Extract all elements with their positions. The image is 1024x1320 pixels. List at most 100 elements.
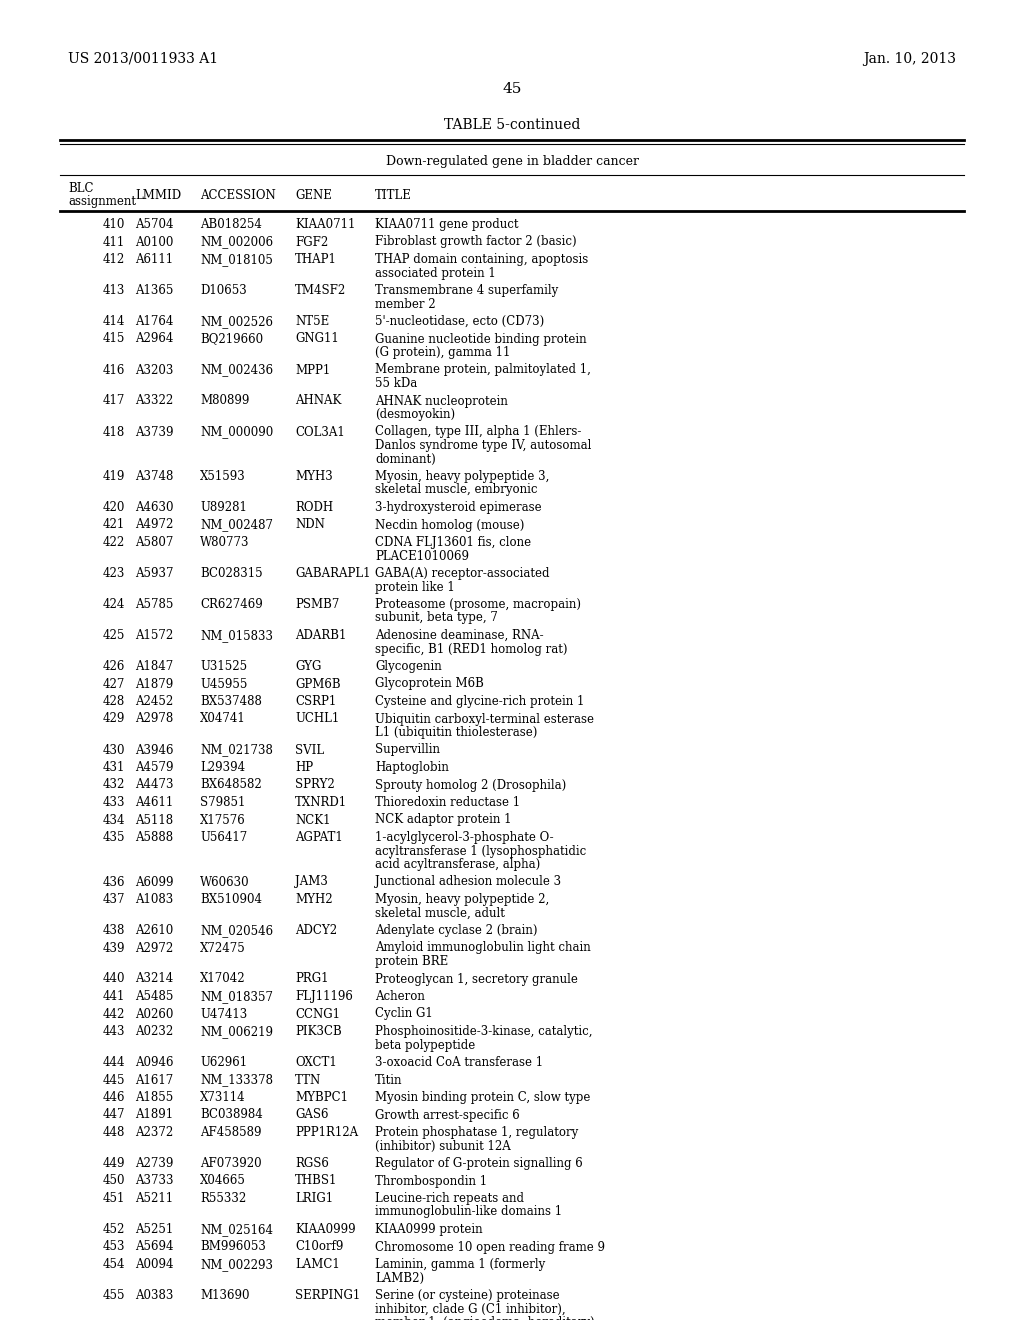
Text: US 2013/0011933 A1: US 2013/0011933 A1 xyxy=(68,51,218,66)
Text: Danlos syndrome type IV, autosomal: Danlos syndrome type IV, autosomal xyxy=(375,440,592,451)
Text: 443: 443 xyxy=(102,1026,125,1038)
Text: NM_002006: NM_002006 xyxy=(200,235,273,248)
Text: 424: 424 xyxy=(102,598,125,611)
Text: GYG: GYG xyxy=(295,660,322,673)
Text: U47413: U47413 xyxy=(200,1007,247,1020)
Text: 414: 414 xyxy=(102,315,125,327)
Text: Proteoglycan 1, secretory granule: Proteoglycan 1, secretory granule xyxy=(375,973,578,986)
Text: Adenosine deaminase, RNA-: Adenosine deaminase, RNA- xyxy=(375,630,544,642)
Text: 415: 415 xyxy=(102,333,125,346)
Text: Thrombospondin 1: Thrombospondin 1 xyxy=(375,1175,487,1188)
Text: PIK3CB: PIK3CB xyxy=(295,1026,342,1038)
Text: A5704: A5704 xyxy=(135,218,173,231)
Text: A1764: A1764 xyxy=(135,315,173,327)
Text: MYH3: MYH3 xyxy=(295,470,333,483)
Text: 444: 444 xyxy=(102,1056,125,1069)
Text: A5251: A5251 xyxy=(135,1224,173,1236)
Text: M13690: M13690 xyxy=(200,1290,250,1302)
Text: Adenylate cyclase 2 (brain): Adenylate cyclase 2 (brain) xyxy=(375,924,538,937)
Text: NT5E: NT5E xyxy=(295,315,330,327)
Text: A3322: A3322 xyxy=(135,395,173,408)
Text: U31525: U31525 xyxy=(200,660,247,673)
Text: JAM3: JAM3 xyxy=(295,875,328,888)
Text: KIAA0999 protein: KIAA0999 protein xyxy=(375,1224,482,1236)
Text: 437: 437 xyxy=(102,894,125,906)
Text: Thioredoxin reductase 1: Thioredoxin reductase 1 xyxy=(375,796,520,809)
Text: A6111: A6111 xyxy=(135,253,173,267)
Text: 452: 452 xyxy=(102,1224,125,1236)
Text: GENE: GENE xyxy=(295,189,332,202)
Text: MYH2: MYH2 xyxy=(295,894,333,906)
Text: SVIL: SVIL xyxy=(295,743,325,756)
Text: specific, B1 (RED1 homolog rat): specific, B1 (RED1 homolog rat) xyxy=(375,643,567,656)
Text: skeletal muscle, adult: skeletal muscle, adult xyxy=(375,907,505,920)
Text: L1 (ubiquitin thiolesterase): L1 (ubiquitin thiolesterase) xyxy=(375,726,538,739)
Text: 425: 425 xyxy=(102,630,125,642)
Text: NM_015833: NM_015833 xyxy=(200,630,273,642)
Text: FLJ11196: FLJ11196 xyxy=(295,990,353,1003)
Text: BX510904: BX510904 xyxy=(200,894,262,906)
Text: NM_006219: NM_006219 xyxy=(200,1026,273,1038)
Text: member 1, (angioedema, hereditary): member 1, (angioedema, hereditary) xyxy=(375,1316,595,1320)
Text: UCHL1: UCHL1 xyxy=(295,713,339,726)
Text: A1855: A1855 xyxy=(135,1092,173,1104)
Text: A0100: A0100 xyxy=(135,235,173,248)
Text: Membrane protein, palmitoylated 1,: Membrane protein, palmitoylated 1, xyxy=(375,363,591,376)
Text: Myosin, heavy polypeptide 3,: Myosin, heavy polypeptide 3, xyxy=(375,470,549,483)
Text: KIAA0999: KIAA0999 xyxy=(295,1224,355,1236)
Text: acid acyltransferase, alpha): acid acyltransferase, alpha) xyxy=(375,858,541,871)
Text: GAS6: GAS6 xyxy=(295,1109,329,1122)
Text: A0946: A0946 xyxy=(135,1056,173,1069)
Text: AHNAK: AHNAK xyxy=(295,395,341,408)
Text: acyltransferase 1 (lysophosphatidic: acyltransferase 1 (lysophosphatidic xyxy=(375,845,587,858)
Text: COL3A1: COL3A1 xyxy=(295,425,345,438)
Text: 441: 441 xyxy=(102,990,125,1003)
Text: 3-hydroxysteroid epimerase: 3-hydroxysteroid epimerase xyxy=(375,502,542,513)
Text: A3748: A3748 xyxy=(135,470,173,483)
Text: protein like 1: protein like 1 xyxy=(375,581,455,594)
Text: 435: 435 xyxy=(102,832,125,843)
Text: NCK adaptor protein 1: NCK adaptor protein 1 xyxy=(375,813,512,826)
Text: associated protein 1: associated protein 1 xyxy=(375,267,496,280)
Text: 454: 454 xyxy=(102,1258,125,1271)
Text: AHNAK nucleoprotein: AHNAK nucleoprotein xyxy=(375,395,508,408)
Text: THAP1: THAP1 xyxy=(295,253,337,267)
Text: AGPAT1: AGPAT1 xyxy=(295,832,343,843)
Text: 429: 429 xyxy=(102,713,125,726)
Text: 430: 430 xyxy=(102,743,125,756)
Text: SERPING1: SERPING1 xyxy=(295,1290,360,1302)
Text: 411: 411 xyxy=(102,235,125,248)
Text: NM_002293: NM_002293 xyxy=(200,1258,273,1271)
Text: Fibroblast growth factor 2 (basic): Fibroblast growth factor 2 (basic) xyxy=(375,235,577,248)
Text: Myosin, heavy polypeptide 2,: Myosin, heavy polypeptide 2, xyxy=(375,894,549,906)
Text: A3739: A3739 xyxy=(135,425,173,438)
Text: BM996053: BM996053 xyxy=(200,1241,266,1254)
Text: A1891: A1891 xyxy=(135,1109,173,1122)
Text: (G protein), gamma 11: (G protein), gamma 11 xyxy=(375,346,510,359)
Text: Proteasome (prosome, macropain): Proteasome (prosome, macropain) xyxy=(375,598,581,611)
Text: W60630: W60630 xyxy=(200,875,250,888)
Text: 417: 417 xyxy=(102,395,125,408)
Text: X17576: X17576 xyxy=(200,813,246,826)
Text: Haptoglobin: Haptoglobin xyxy=(375,762,449,774)
Text: Cysteine and glycine-rich protein 1: Cysteine and glycine-rich protein 1 xyxy=(375,696,585,708)
Text: NM_002526: NM_002526 xyxy=(200,315,273,327)
Text: 442: 442 xyxy=(102,1007,125,1020)
Text: CSRP1: CSRP1 xyxy=(295,696,336,708)
Text: 439: 439 xyxy=(102,941,125,954)
Text: 428: 428 xyxy=(102,696,125,708)
Text: 446: 446 xyxy=(102,1092,125,1104)
Text: A2739: A2739 xyxy=(135,1158,173,1170)
Text: Glycogenin: Glycogenin xyxy=(375,660,441,673)
Text: GABARAPL1: GABARAPL1 xyxy=(295,568,371,579)
Text: 453: 453 xyxy=(102,1241,125,1254)
Text: NDN: NDN xyxy=(295,519,325,532)
Text: BX648582: BX648582 xyxy=(200,779,262,792)
Text: A1847: A1847 xyxy=(135,660,173,673)
Text: M80899: M80899 xyxy=(200,395,250,408)
Text: TABLE 5-continued: TABLE 5-continued xyxy=(443,117,581,132)
Text: HP: HP xyxy=(295,762,313,774)
Text: THAP domain containing, apoptosis: THAP domain containing, apoptosis xyxy=(375,253,588,267)
Text: NM_021738: NM_021738 xyxy=(200,743,272,756)
Text: Amyloid immunoglobulin light chain: Amyloid immunoglobulin light chain xyxy=(375,941,591,954)
